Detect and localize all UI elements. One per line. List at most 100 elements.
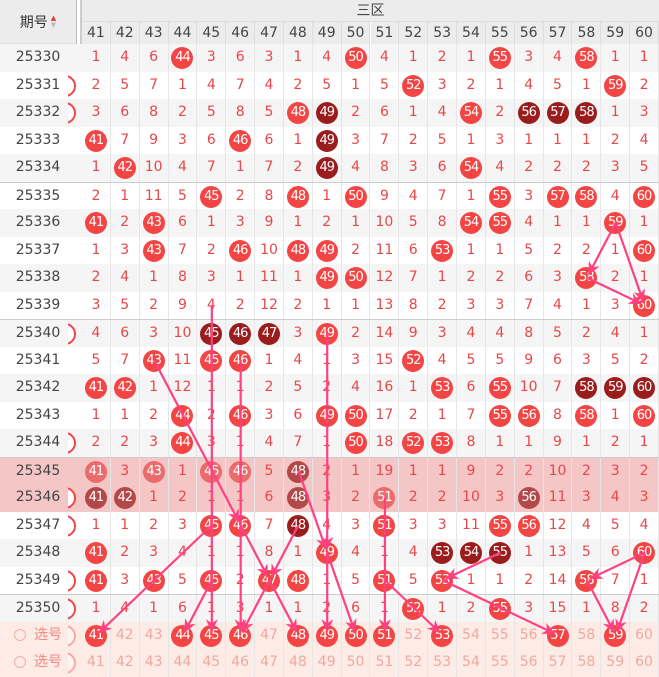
table-row[interactable]: 25330 1 4 6 44 3 6 3 1 4 50 4 1 2 1 55 3 4 58 1 1 — [0, 44, 659, 72]
select-number-57[interactable]: 57 — [544, 621, 573, 649]
selected-ball[interactable]: 46 — [229, 624, 252, 647]
selected-ball[interactable]: 45 — [200, 624, 223, 647]
table-row[interactable]: 25339 3 5 2 9 4 2 12 2 1 1 13 8 2 3 3 7 4 1 3 60 — [0, 291, 659, 319]
table-row[interactable]: 25331 2 5 7 1 4 7 4 2 5 1 5 52 3 2 1 4 5 1 59 2 — [0, 71, 659, 99]
select-number-56[interactable]: 56 — [515, 649, 544, 677]
number-cell: 52 — [399, 429, 429, 457]
select-number-53[interactable]: 53 — [428, 649, 458, 677]
select-number-50[interactable]: 50 — [342, 621, 371, 649]
table-row[interactable]: 25346 41 42 1 2 1 1 6 48 3 2 51 2 2 10 3 56 11 3 4 3 — [0, 484, 659, 512]
select-number-56[interactable]: 56 — [515, 621, 544, 649]
number-cell: 7 — [226, 71, 256, 99]
sort-up-down-icon[interactable]: ▲ ▼ — [50, 13, 57, 29]
select-number-44[interactable]: 44 — [169, 621, 198, 649]
number-cell: 49 — [313, 126, 342, 154]
drawn-ball: 44 — [171, 432, 194, 454]
select-number-41[interactable]: 41 — [82, 621, 111, 649]
selected-ball[interactable]: 50 — [344, 624, 367, 647]
select-number-49[interactable]: 49 — [313, 621, 342, 649]
number-cell: 2 — [399, 484, 429, 512]
selected-ball[interactable]: 41 — [84, 624, 107, 647]
number-cell: 50 — [342, 264, 371, 292]
select-number-51[interactable]: 51 — [371, 621, 400, 649]
select-number-54[interactable]: 54 — [457, 649, 486, 677]
select-number-59[interactable]: 59 — [601, 621, 631, 649]
table-row[interactable]: 25343 1 1 2 44 2 46 3 6 49 50 17 2 1 7 55 56 8 58 1 60 — [0, 401, 659, 429]
select-row-label[interactable]: 选号 — [0, 622, 76, 650]
radio-button[interactable] — [14, 628, 26, 641]
select-number-60[interactable]: 60 — [630, 621, 659, 649]
table-row[interactable]: 25335 2 1 11 5 45 2 8 48 1 50 9 4 7 1 55 3 57 58 4 60 — [0, 181, 659, 210]
select-number-60[interactable]: 60 — [630, 649, 659, 677]
select-number-46[interactable]: 46 — [226, 621, 256, 649]
select-number-57[interactable]: 57 — [544, 649, 573, 677]
select-row[interactable]: 选号 41 42 43 44 45 46 47 48 49 50 51 52 53 54 55 56 57 58 59… — [0, 621, 659, 650]
table-row[interactable]: 25334 1 42 10 4 7 1 7 2 49 4 8 3 6 54 4 2 2 2 3 5 — [0, 154, 659, 182]
select-number-58[interactable]: 58 — [572, 621, 602, 649]
table-row[interactable]: 25333 41 7 9 3 6 46 6 1 49 3 7 2 5 1 3 1 1 1 2 4 — [0, 126, 659, 154]
select-number-46[interactable]: 46 — [226, 649, 256, 677]
select-number-52[interactable]: 52 — [399, 621, 429, 649]
radio-button[interactable] — [14, 656, 26, 668]
selected-ball[interactable]: 51 — [373, 624, 396, 647]
drawn-ball: 45 — [200, 514, 223, 537]
select-number-48[interactable]: 48 — [284, 621, 313, 649]
select-number-53[interactable]: 53 — [428, 621, 458, 649]
select-row[interactable]: 选号 41 42 43 44 45 46 47 48 49 50 51 52 53 54 55 56 57 58 59… — [0, 649, 659, 677]
select-number-42[interactable]: 42 — [111, 621, 140, 649]
table-row[interactable]: 25338 2 4 1 8 3 1 11 1 49 50 12 7 1 2 2 6 3 58 2 1 — [0, 264, 659, 292]
number-cell: 2 — [630, 457, 659, 485]
select-number-50[interactable]: 50 — [342, 649, 371, 677]
period-header[interactable]: 期号 ▲ ▼ — [0, 0, 76, 44]
select-number-45[interactable]: 45 — [197, 621, 227, 649]
number-cell: 41 — [82, 209, 111, 237]
select-number-59[interactable]: 59 — [601, 649, 631, 677]
select-number-43[interactable]: 43 — [140, 621, 169, 649]
select-number-41[interactable]: 41 — [82, 649, 111, 677]
select-number-45[interactable]: 45 — [197, 649, 227, 677]
select-number-47[interactable]: 47 — [255, 621, 284, 649]
select-number-54[interactable]: 54 — [457, 621, 486, 649]
drawn-ball: 41 — [84, 212, 107, 234]
number-cell: 2 — [313, 457, 342, 485]
select-number-47[interactable]: 47 — [255, 649, 284, 677]
number-cell: 1 — [313, 566, 342, 594]
selected-ball[interactable]: 49 — [315, 624, 338, 647]
number-cell: 1 — [82, 154, 111, 182]
table-row[interactable]: 25340 4 6 3 10 45 46 47 3 49 2 14 9 3 4 4 8 5 2 4 1 — [0, 319, 659, 348]
select-number-52[interactable]: 52 — [399, 649, 429, 677]
number-cell: 1 — [515, 429, 544, 457]
number-cell: 10 — [255, 236, 284, 264]
table-row[interactable]: 25347 1 1 2 3 45 46 7 48 4 3 51 3 3 11 55 56 12 4 5 4 — [0, 511, 659, 539]
select-number-44[interactable]: 44 — [169, 649, 198, 677]
column-header-49: 49 — [312, 22, 342, 44]
number-cell: 6 — [284, 401, 313, 429]
table-row[interactable]: 25350 1 4 1 6 1 3 1 1 2 6 1 52 1 2 55 3 15 1 8 2 — [0, 594, 659, 623]
selected-ball[interactable]: 59 — [604, 624, 627, 647]
selected-ball[interactable]: 57 — [546, 624, 569, 647]
select-number-42[interactable]: 42 — [111, 649, 140, 677]
selected-ball[interactable]: 53 — [431, 624, 454, 647]
select-number-48[interactable]: 48 — [284, 649, 313, 677]
select-row-label[interactable]: 选号 — [0, 649, 76, 677]
number-cell: 9 — [399, 320, 429, 348]
table-row[interactable]: 25349 41 3 43 5 45 2 47 48 1 5 51 5 53 1 1 2 14 58 7 1 — [0, 566, 659, 594]
select-number-55[interactable]: 55 — [486, 621, 515, 649]
select-number-43[interactable]: 43 — [140, 649, 169, 677]
table-row[interactable]: 25336 41 2 43 6 1 3 9 1 2 1 10 5 8 54 55 4 1 1 59 1 — [0, 209, 659, 237]
number-cell: 43 — [140, 346, 169, 374]
table-row[interactable]: 25348 41 2 3 4 1 1 8 1 49 4 1 4 53 54 55 1 13 5 6 60 — [0, 539, 659, 567]
number-cell: 2 — [399, 401, 429, 429]
table-row[interactable]: 25342 41 42 1 12 1 1 2 5 2 4 16 1 53 6 55 10 7 58 59 60 — [0, 374, 659, 402]
select-number-49[interactable]: 49 — [313, 649, 342, 677]
table-row[interactable]: 25337 1 3 43 7 2 46 10 48 49 2 11 6 53 1 1 5 2 2 1 60 — [0, 236, 659, 264]
selected-ball[interactable]: 48 — [286, 624, 309, 647]
table-row[interactable]: 25345 41 3 43 1 45 46 5 48 2 1 19 1 1 9 2 2 10 2 3 2 — [0, 456, 659, 485]
select-number-58[interactable]: 58 — [572, 649, 602, 677]
table-row[interactable]: 25341 5 7 43 11 45 46 1 4 1 3 15 52 4 5 5 9 6 3 5 2 — [0, 346, 659, 374]
table-row[interactable]: 25344 2 2 3 44 3 1 4 7 1 50 18 52 53 8 1 1 9 1 2 1 — [0, 429, 659, 457]
selected-ball[interactable]: 44 — [171, 624, 194, 647]
select-number-55[interactable]: 55 — [486, 649, 515, 677]
select-number-51[interactable]: 51 — [371, 649, 400, 677]
table-row[interactable]: 25332 3 6 8 2 5 8 5 48 49 2 6 1 4 54 2 56 57 58 1 3 — [0, 99, 659, 127]
